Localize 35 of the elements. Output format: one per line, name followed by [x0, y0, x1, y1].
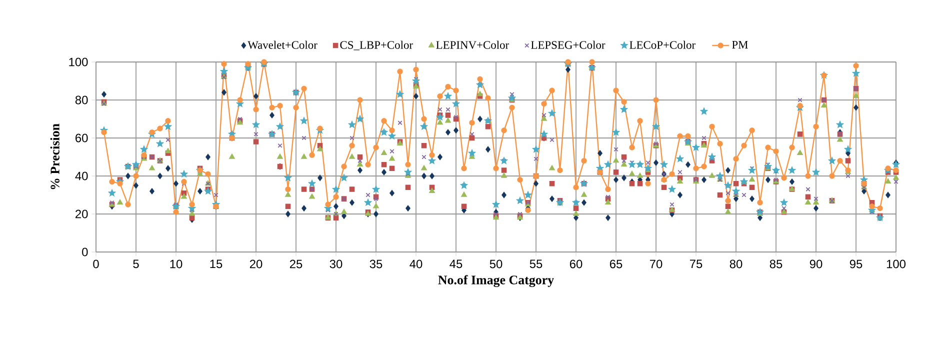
- x-tick-label: 95: [850, 260, 862, 268]
- x-tick-label: 80: [730, 260, 742, 268]
- x-tick-label: 10: [170, 260, 182, 268]
- y-tick-label: 100: [69, 58, 88, 66]
- x-tick-label: 60: [570, 260, 582, 268]
- legend-label: LEPSEG+Color: [531, 40, 606, 49]
- x-tick-label: 85: [770, 260, 782, 268]
- x-tick-label: 75: [690, 260, 702, 268]
- legend-label: PM: [732, 40, 748, 48]
- x-tick-label: 45: [450, 260, 462, 268]
- x-tick-label: 90: [810, 260, 822, 268]
- x-tick-label: 40: [410, 260, 422, 268]
- legend-label: CS_LBP+Color: [340, 40, 413, 50]
- x-tick-label: 55: [530, 260, 542, 268]
- x-tick-label: 20: [250, 260, 262, 268]
- y-axis-title: % Precision: [50, 124, 60, 190]
- x-tick-label: 0: [93, 260, 99, 268]
- x-tick-label: 25: [290, 260, 302, 268]
- x-tick-label: 5: [133, 260, 139, 268]
- legend-label: LECoP+Color: [630, 40, 696, 49]
- y-tick-label: 80: [75, 96, 88, 104]
- y-tick-label: 0: [82, 248, 88, 256]
- x-axis-title: No.of Image Catgory: [438, 275, 554, 288]
- y-tick-label: 60: [76, 134, 88, 142]
- y-tick-label: 40: [75, 172, 88, 180]
- x-tick-label: 100: [886, 260, 906, 268]
- legend-label: Wavelet+Color: [248, 40, 318, 49]
- x-tick-label: 30: [330, 260, 342, 268]
- y-tick-label: 20: [76, 210, 88, 218]
- x-tick-label: 50: [490, 260, 502, 268]
- x-tick-label: 15: [210, 260, 222, 268]
- x-tick-label: 35: [370, 260, 382, 268]
- x-tick-label: 65: [610, 260, 622, 268]
- legend-label: LEPINV+Color: [436, 40, 510, 49]
- x-tick-label: 70: [650, 260, 662, 268]
